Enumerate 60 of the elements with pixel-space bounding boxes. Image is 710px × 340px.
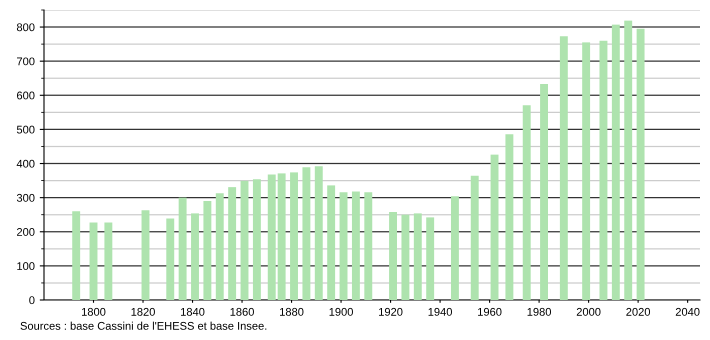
bar (216, 193, 224, 300)
bar (624, 20, 632, 300)
bar (401, 214, 410, 300)
x-tick-label: 1800 (82, 308, 106, 316)
bar (252, 179, 261, 300)
x-tick-label: 1880 (280, 308, 304, 316)
y-tick-label: 600 (17, 92, 35, 100)
bar (636, 28, 645, 300)
bar (142, 210, 150, 300)
bar (240, 180, 248, 300)
bar (364, 192, 372, 300)
source-note: Sources : base Cassini de l'EHESS et base Insee. (20, 322, 266, 330)
bar (228, 187, 236, 300)
bar (278, 173, 286, 300)
x-tick-label: 2040 (676, 308, 700, 316)
bar (352, 192, 360, 300)
bar (340, 192, 348, 300)
bar (505, 134, 514, 300)
bar (314, 166, 323, 300)
bar (104, 222, 112, 300)
y-tick-label: 200 (16, 228, 35, 236)
bar (612, 24, 620, 300)
bar (389, 212, 397, 300)
x-tick-label: 1940 (428, 308, 452, 316)
y-tick-label: 0 (29, 296, 35, 304)
x-tick-label: 1820 (132, 308, 155, 316)
bar (490, 154, 498, 300)
bar (426, 217, 434, 300)
bar (560, 36, 568, 300)
x-tick-label: 2000 (576, 308, 601, 316)
x-tick-label: 1900 (330, 308, 353, 316)
bar (450, 196, 459, 300)
bar (302, 167, 310, 300)
bar (72, 211, 80, 300)
y-tick-label: 800 (16, 23, 35, 32)
y-tick-label: 300 (16, 194, 35, 202)
y-tick-label: 100 (17, 262, 35, 270)
x-tick-label: 1980 (528, 308, 552, 316)
bar (470, 176, 479, 300)
bar (178, 198, 187, 300)
x-tick-label: 2020 (626, 308, 650, 316)
bar (166, 218, 174, 300)
bar (522, 105, 531, 300)
y-tick-label: 700 (17, 57, 35, 66)
bar (327, 185, 336, 300)
x-tick-label: 1840 (181, 308, 204, 316)
x-tick-label: 1860 (230, 308, 254, 316)
x-tick-label: 1920 (379, 308, 402, 316)
bar (90, 222, 98, 300)
y-tick-label: 500 (16, 126, 35, 134)
bar (540, 84, 548, 300)
bar (191, 213, 199, 300)
bar (582, 42, 590, 300)
bar (414, 213, 422, 300)
x-tick-label: 1960 (478, 308, 502, 316)
y-tick-label: 400 (16, 160, 35, 168)
bar (599, 40, 608, 300)
bar (268, 174, 276, 300)
bar (290, 172, 298, 300)
bar (203, 201, 212, 300)
